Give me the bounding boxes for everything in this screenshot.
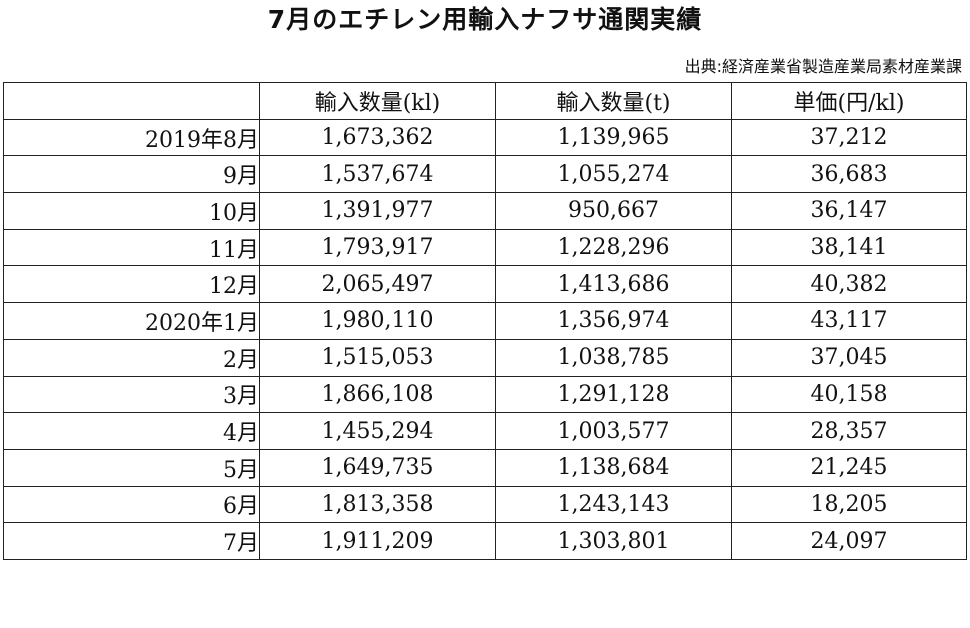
table-row: 2020年1月 1,980,110 1,356,974 43,117: [3, 302, 967, 340]
unit-price-cell: 24,097: [731, 522, 967, 560]
period-cell: 6月: [3, 485, 260, 524]
period-cell: 11月: [3, 228, 260, 267]
table-row: 6月 1,813,358 1,243,143 18,205: [3, 485, 967, 524]
header-unit-price: 単価(円/kl): [731, 82, 967, 120]
unit-price-cell: 40,158: [731, 375, 967, 414]
unit-price-cell: 43,117: [731, 302, 967, 340]
table-row: 4月 1,455,294 1,003,577 28,357: [3, 412, 967, 450]
table-row: 7月 1,911,209 1,303,801 24,097: [3, 522, 967, 560]
unit-price-cell: 40,382: [731, 265, 967, 304]
volume-t-cell: 1,003,577: [495, 412, 732, 450]
volume-t-cell: 1,356,974: [495, 302, 732, 340]
unit-price-cell: 28,357: [731, 412, 967, 450]
volume-kl-cell: 1,537,674: [259, 155, 496, 194]
header-volume-kl: 輸入数量(kl): [259, 82, 496, 120]
table-row: 10月 1,391,977 950,667 36,147: [3, 192, 967, 230]
unit-price-cell: 37,212: [731, 118, 967, 157]
header-row: 輸入数量(kl) 輸入数量(t) 単価(円/kl): [3, 82, 967, 120]
naphtha-import-table: 輸入数量(kl) 輸入数量(t) 単価(円/kl) 2019年8月 1,673,3…: [3, 82, 967, 560]
period-cell: 4月: [3, 412, 260, 450]
volume-kl-cell: 1,391,977: [259, 192, 496, 230]
period-cell: 2月: [3, 338, 260, 377]
period-cell: 5月: [3, 448, 260, 487]
table-row: 9月 1,537,674 1,055,274 36,683: [3, 155, 967, 194]
volume-t-cell: 1,138,684: [495, 448, 732, 487]
volume-t-cell: 1,291,128: [495, 375, 732, 414]
unit-price-cell: 36,683: [731, 155, 967, 194]
table-row: 2月 1,515,053 1,038,785 37,045: [3, 338, 967, 377]
table-row: 11月 1,793,917 1,228,296 38,141: [3, 228, 967, 267]
volume-kl-cell: 1,455,294: [259, 412, 496, 450]
table-row: 2019年8月 1,673,362 1,139,965 37,212: [3, 118, 967, 157]
volume-kl-cell: 1,515,053: [259, 338, 496, 377]
unit-price-cell: 37,045: [731, 338, 967, 377]
period-cell: 9月: [3, 155, 260, 194]
volume-kl-cell: 1,911,209: [259, 522, 496, 560]
table-row: 3月 1,866,108 1,291,128 40,158: [3, 375, 967, 414]
table-row: 5月 1,649,735 1,138,684 21,245: [3, 448, 967, 487]
period-cell: 2019年8月: [3, 118, 260, 157]
period-cell: 12月: [3, 265, 260, 304]
volume-t-cell: 950,667: [495, 192, 732, 230]
table-row: 12月 2,065,497 1,413,686 40,382: [3, 265, 967, 304]
volume-t-cell: 1,038,785: [495, 338, 732, 377]
source-note: 出典:経済産業省製造産業局素材産業課: [684, 57, 962, 76]
period-cell: 3月: [3, 375, 260, 414]
period-cell: 7月: [3, 522, 260, 560]
volume-kl-cell: 1,673,362: [259, 118, 496, 157]
unit-price-cell: 36,147: [731, 192, 967, 230]
unit-price-cell: 18,205: [731, 485, 967, 524]
volume-t-cell: 1,243,143: [495, 485, 732, 524]
period-cell: 2020年1月: [3, 302, 260, 340]
page-title: 7月のエチレン用輸入ナフサ通関実績: [267, 5, 703, 34]
volume-t-cell: 1,413,686: [495, 265, 732, 304]
volume-kl-cell: 2,065,497: [259, 265, 496, 304]
volume-t-cell: 1,303,801: [495, 522, 732, 560]
header-period: [3, 82, 260, 120]
unit-price-cell: 38,141: [731, 228, 967, 267]
volume-kl-cell: 1,980,110: [259, 302, 496, 340]
volume-kl-cell: 1,866,108: [259, 375, 496, 414]
volume-kl-cell: 1,793,917: [259, 228, 496, 267]
header-volume-t: 輸入数量(t): [495, 82, 732, 120]
volume-t-cell: 1,139,965: [495, 118, 732, 157]
unit-price-cell: 21,245: [731, 448, 967, 487]
volume-t-cell: 1,055,274: [495, 155, 732, 194]
volume-kl-cell: 1,813,358: [259, 485, 496, 524]
volume-kl-cell: 1,649,735: [259, 448, 496, 487]
volume-t-cell: 1,228,296: [495, 228, 732, 267]
period-cell: 10月: [3, 192, 260, 230]
